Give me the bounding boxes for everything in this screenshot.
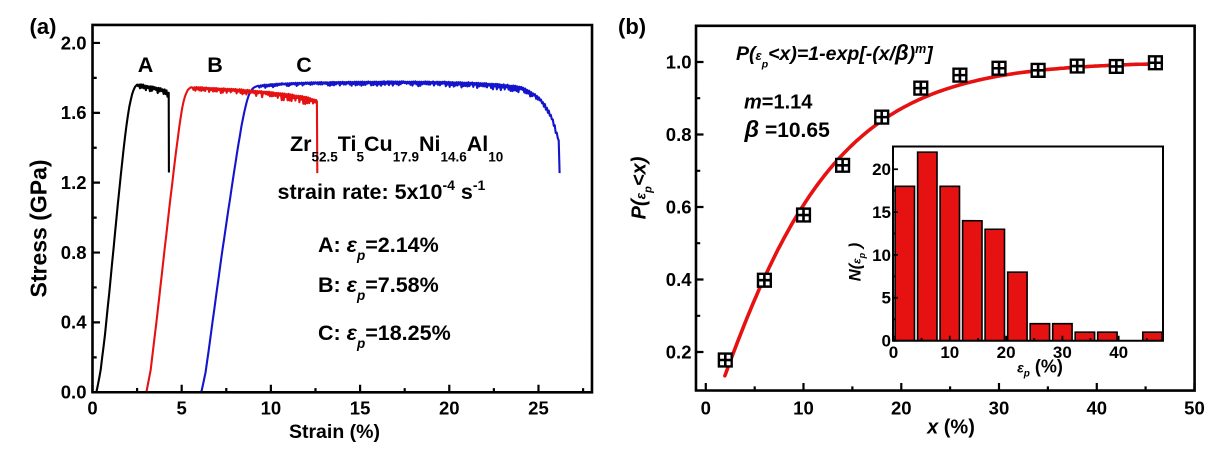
svg-text:(a): (a)	[30, 14, 57, 39]
svg-text:20: 20	[997, 343, 1016, 362]
svg-text:0: 0	[889, 343, 898, 362]
svg-text:(b): (b)	[618, 14, 646, 39]
svg-text:30: 30	[1053, 343, 1072, 362]
svg-text:0.8: 0.8	[61, 242, 87, 263]
svg-text:Strain (%): Strain (%)	[289, 421, 380, 443]
svg-text:30: 30	[989, 398, 1010, 419]
svg-text:0.8: 0.8	[666, 124, 692, 145]
svg-text:0.4: 0.4	[61, 312, 87, 333]
svg-text:x (%): x (%)	[926, 417, 975, 439]
svg-text:0.0: 0.0	[61, 382, 87, 403]
svg-text:5: 5	[177, 397, 187, 418]
svg-text:0.4: 0.4	[666, 269, 692, 290]
svg-text:1.0: 1.0	[666, 51, 692, 72]
svg-text:0: 0	[701, 398, 711, 419]
svg-text:1.6: 1.6	[61, 102, 87, 123]
svg-text:50: 50	[1184, 398, 1205, 419]
svg-text:C: C	[296, 53, 312, 77]
svg-text:N(εp ): N(εp )	[846, 242, 867, 281]
svg-text:A: A	[138, 53, 154, 77]
svg-text:m=1.14: m=1.14	[744, 92, 813, 114]
svg-text:20: 20	[439, 397, 460, 418]
svg-text:20: 20	[872, 160, 891, 179]
svg-text:40: 40	[1109, 343, 1128, 362]
svg-text:1.2: 1.2	[61, 172, 87, 193]
svg-text:15: 15	[350, 397, 371, 418]
svg-text:10: 10	[793, 398, 814, 419]
svg-text:5: 5	[882, 289, 891, 308]
svg-text:20: 20	[891, 398, 912, 419]
svg-text:15: 15	[872, 203, 891, 222]
svg-text:10: 10	[940, 343, 959, 362]
svg-text:strain rate: 5x10-4 s-1: strain rate: 5x10-4 s-1	[278, 177, 486, 204]
svg-text:B: B	[207, 53, 223, 77]
svg-text:2.0: 2.0	[61, 32, 87, 53]
svg-text:40: 40	[1086, 398, 1107, 419]
svg-text:10: 10	[261, 397, 282, 418]
svg-text:0: 0	[87, 397, 97, 418]
svg-text:Stress (GPa): Stress (GPa)	[25, 159, 51, 297]
svg-text:0.6: 0.6	[666, 196, 692, 217]
svg-text:0.2: 0.2	[666, 341, 692, 362]
svg-text:εp (%): εp (%)	[1017, 357, 1063, 380]
svg-text:25: 25	[528, 397, 549, 418]
svg-text:β =10.65: β =10.65	[744, 116, 831, 142]
svg-text:0: 0	[882, 332, 891, 351]
svg-text:10: 10	[872, 246, 891, 265]
